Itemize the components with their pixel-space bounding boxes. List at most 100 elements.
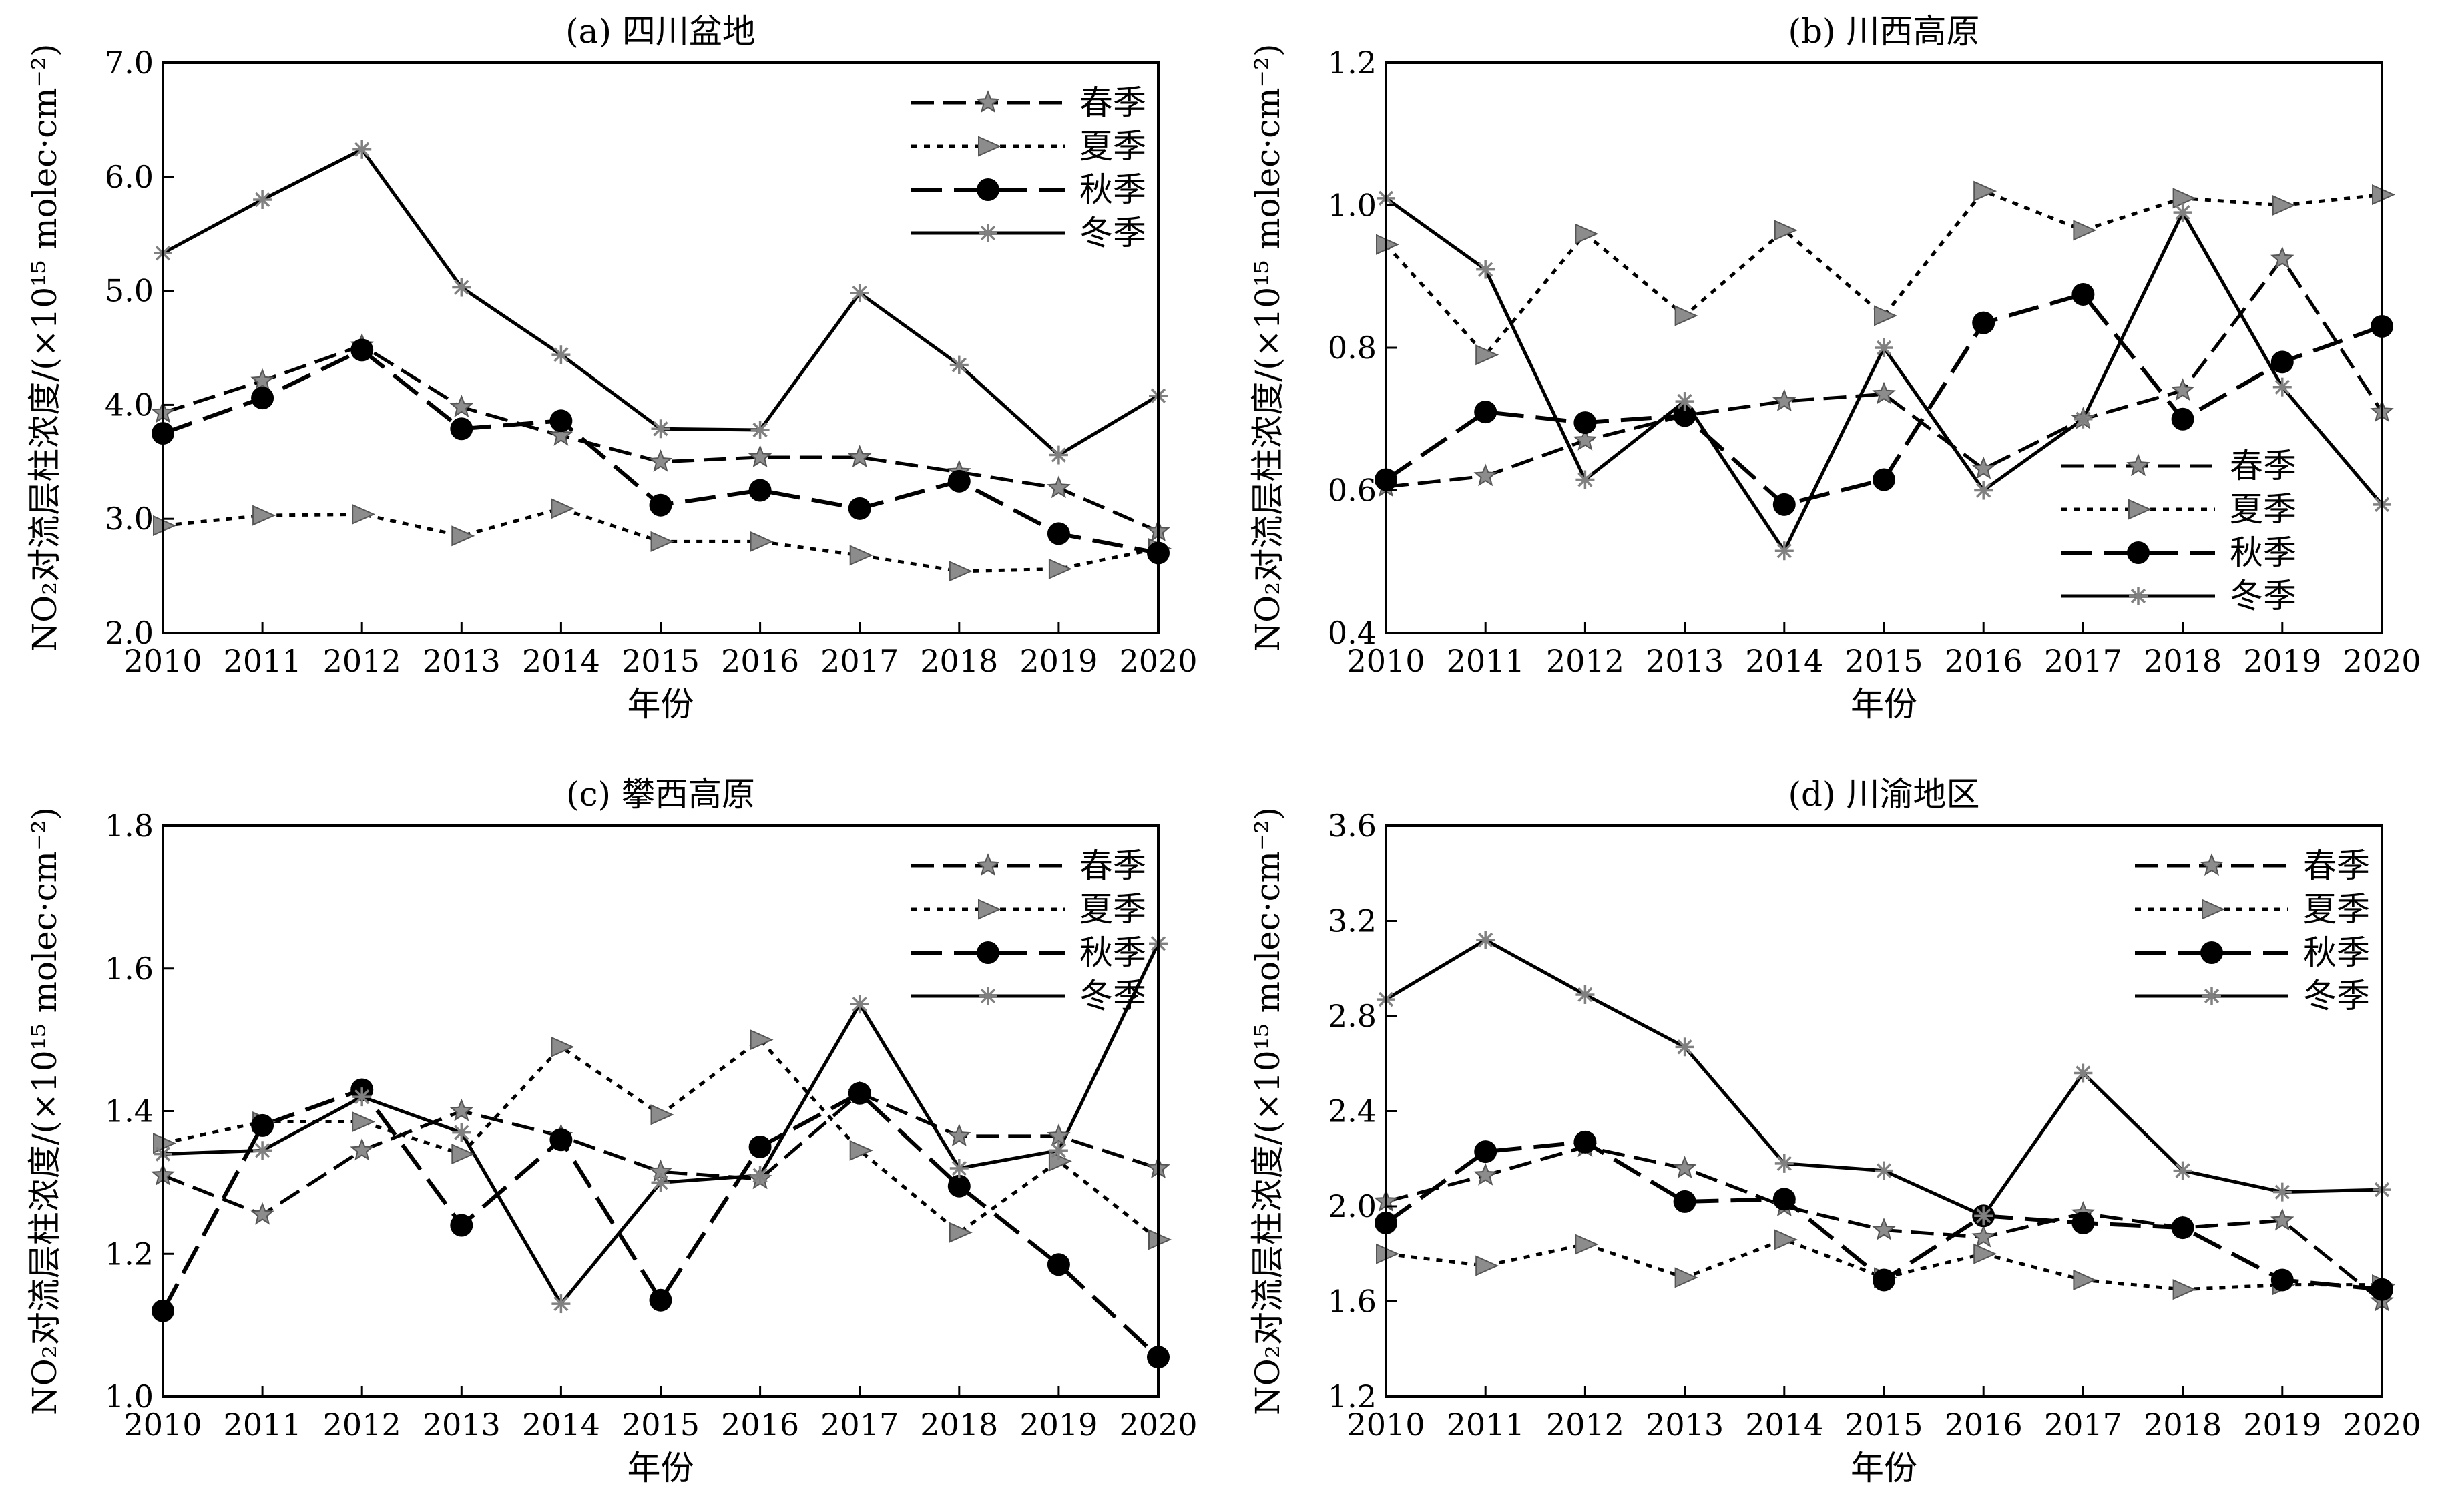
y-tick-label: 2.0 — [105, 615, 154, 651]
legend-marker — [978, 136, 1001, 157]
data-point — [1049, 445, 1068, 465]
data-point — [549, 409, 573, 433]
x-tick-label: 2012 — [323, 643, 401, 679]
data-point — [1772, 1188, 1796, 1211]
data-point — [2071, 282, 2095, 306]
x-tick-label: 2014 — [522, 1407, 600, 1443]
x-tick-label: 2017 — [2044, 1407, 2122, 1443]
data-point — [251, 387, 274, 410]
data-point — [253, 190, 272, 209]
legend-label: 春季 — [1079, 83, 1146, 122]
x-axis-title: 年份 — [628, 685, 694, 724]
data-point — [1673, 1190, 1696, 1213]
data-point — [2073, 1269, 2097, 1290]
legend-label: 春季 — [1079, 846, 1146, 885]
data-point — [651, 419, 670, 439]
data-point — [748, 479, 772, 502]
legend-marker — [2126, 453, 2150, 477]
panel-title: (d) 川渝地区 — [1788, 775, 1980, 814]
legend-marker — [2202, 899, 2225, 920]
data-point — [651, 1173, 670, 1192]
y-tick-label: 4.0 — [105, 387, 154, 423]
data-point — [452, 1123, 471, 1142]
data-point — [847, 445, 872, 468]
data-point — [250, 1202, 274, 1225]
data-point — [2170, 378, 2195, 401]
data-point — [1476, 931, 1495, 949]
data-point — [1973, 180, 1997, 202]
legend-label: 冬季 — [1079, 977, 1146, 1015]
y-tick-label: 1.4 — [105, 1093, 154, 1129]
data-point — [2073, 220, 2097, 241]
data-point — [2272, 1182, 2292, 1202]
data-point — [748, 1135, 772, 1158]
legend-marker — [976, 90, 1000, 113]
legend-marker — [978, 899, 1001, 920]
data-point — [750, 420, 770, 439]
y-tick-label: 1.2 — [1328, 45, 1377, 81]
y-tick-label: 1.0 — [105, 1378, 154, 1415]
x-tick-label: 2019 — [2243, 1407, 2321, 1443]
data-point — [2270, 1268, 2294, 1292]
data-point — [1772, 389, 1796, 412]
x-tick-label: 2019 — [2243, 643, 2321, 679]
legend-label: 秋季 — [1079, 170, 1146, 209]
data-point — [2074, 1063, 2093, 1083]
data-point — [1575, 223, 1599, 244]
data-point — [949, 355, 969, 374]
x-tick-label: 2013 — [423, 1407, 501, 1443]
data-point — [947, 1123, 971, 1147]
data-point — [949, 1159, 969, 1178]
data-point — [1974, 1206, 1993, 1226]
y-tick-label: 2.8 — [1328, 998, 1377, 1034]
panel-title: (a) 四川盆地 — [565, 12, 756, 51]
data-point — [2270, 350, 2294, 374]
data-point — [650, 531, 674, 552]
y-axis-title: NO₂对流层柱浓度/(×10¹⁵ molec·cm⁻²) — [1248, 44, 1287, 652]
data-point — [849, 545, 873, 566]
x-tick-label: 2012 — [323, 1407, 401, 1443]
legend-marker — [979, 224, 997, 242]
data-point — [450, 1214, 473, 1237]
legend-marker — [2127, 541, 2150, 564]
series-line — [162, 148, 1160, 457]
data-point — [1473, 463, 1497, 487]
legend-label: 夏季 — [1079, 890, 1146, 929]
legend-label: 夏季 — [2230, 490, 2296, 529]
series-line — [162, 1038, 1160, 1241]
data-point — [1674, 1267, 1698, 1288]
data-point — [1774, 541, 1794, 561]
panel-title: (c) 攀西高原 — [566, 775, 755, 814]
x-tick-label: 2013 — [1646, 1407, 1724, 1443]
x-tick-label: 2010 — [124, 1407, 202, 1443]
x-tick-label: 2017 — [820, 643, 899, 679]
data-point — [1873, 1268, 1895, 1292]
series-line — [162, 1091, 1159, 1216]
y-axis-title: NO₂对流层柱浓度/(×10¹⁵ molec·cm⁻²) — [25, 44, 64, 652]
x-tick-label: 2020 — [2343, 1407, 2421, 1443]
series-line — [1385, 257, 2384, 489]
data-point — [1772, 493, 1796, 516]
data-point — [1875, 1161, 1893, 1180]
data-point — [2171, 407, 2194, 431]
legend-marker — [976, 853, 1000, 876]
data-point — [1047, 1253, 1070, 1276]
data-point — [750, 1029, 774, 1051]
legend-marker — [979, 987, 997, 1005]
data-point — [1872, 1217, 1896, 1240]
x-tick-label: 2011 — [224, 1407, 302, 1443]
data-point — [452, 278, 471, 297]
data-point — [2071, 1211, 2095, 1234]
data-point — [2173, 1161, 2192, 1180]
x-tick-label: 2015 — [1845, 1407, 1923, 1443]
x-tick-label: 2020 — [2343, 643, 2421, 679]
data-point — [848, 497, 871, 520]
data-point — [750, 531, 774, 552]
data-point — [352, 1111, 376, 1133]
data-point — [1475, 344, 1499, 366]
x-tick-label: 2019 — [1019, 643, 1098, 679]
data-point — [1474, 401, 1497, 424]
